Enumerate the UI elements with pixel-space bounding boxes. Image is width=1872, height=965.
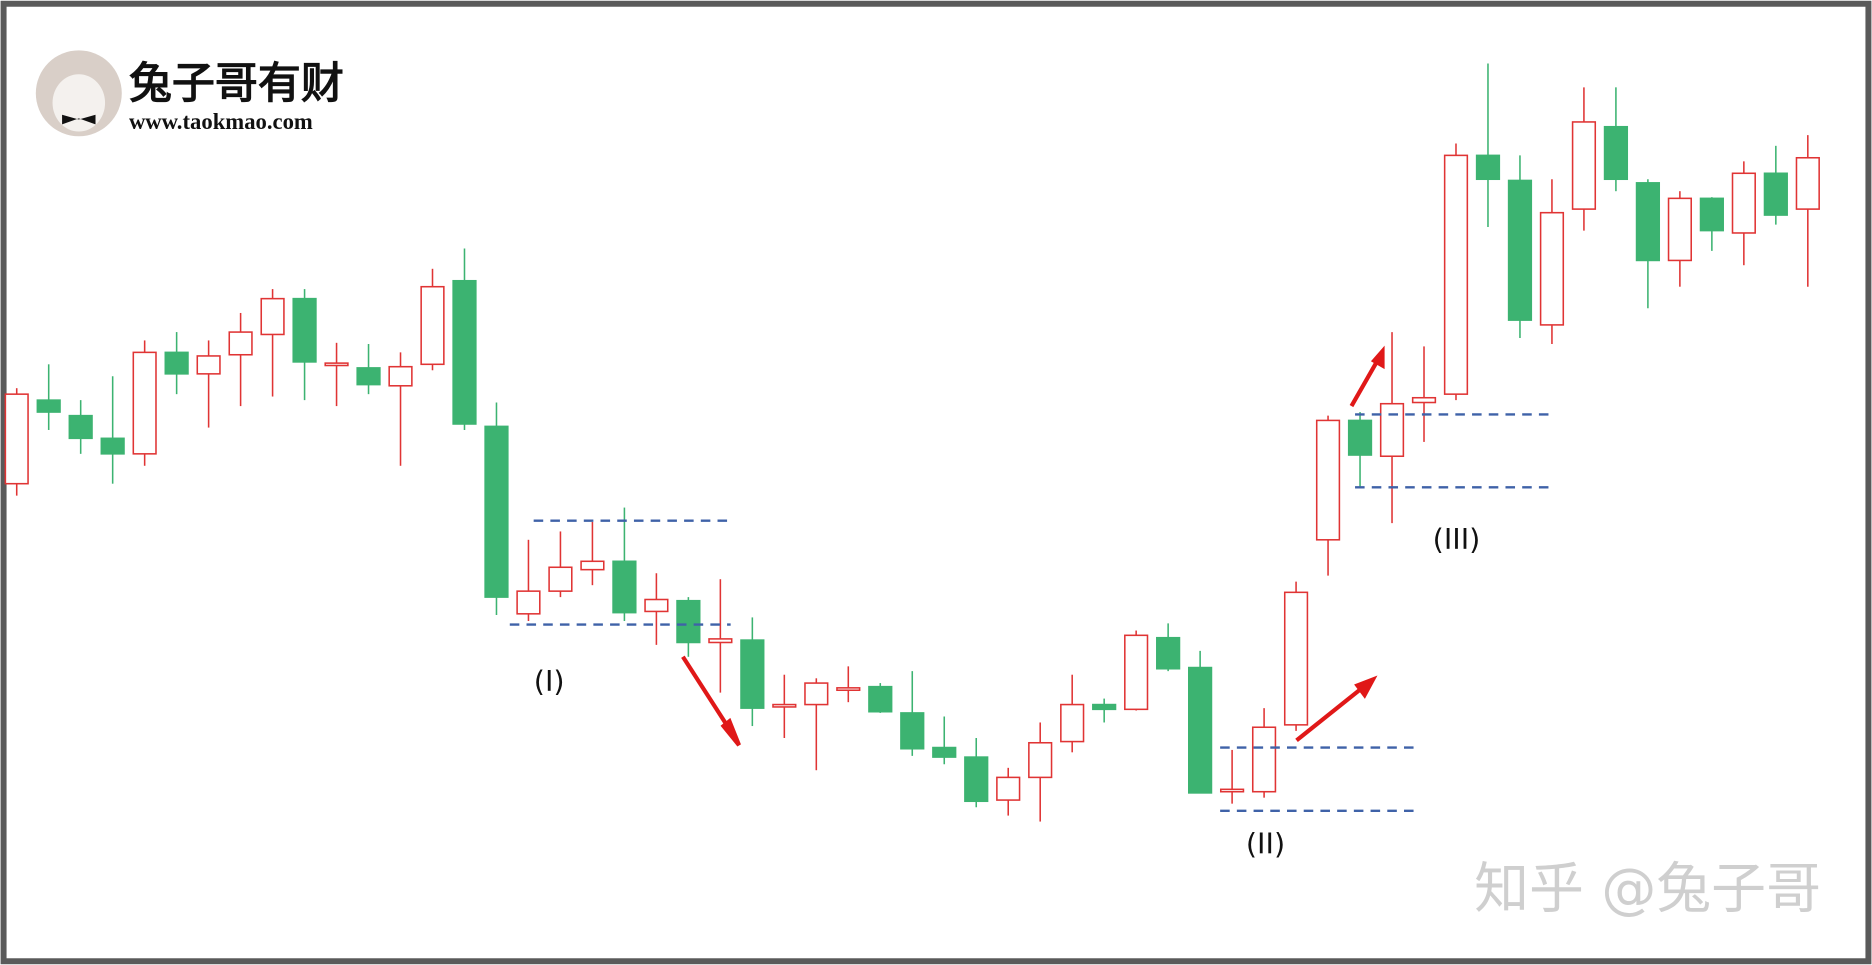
- level-label: (II): [1246, 826, 1285, 860]
- candle-body: [356, 367, 381, 386]
- arrow: [1295, 681, 1370, 743]
- candle-body: [68, 414, 93, 440]
- candle-body: [1028, 741, 1053, 779]
- arrowhead: [1354, 675, 1378, 699]
- candle-body: [1060, 703, 1085, 743]
- candle-body: [1283, 591, 1309, 726]
- level-label: (III): [1433, 522, 1481, 556]
- candle-body: [1539, 211, 1565, 326]
- candle-body: [868, 685, 893, 713]
- candle-body: [1571, 121, 1597, 210]
- candle-body: [1443, 154, 1469, 395]
- candle-body: [4, 393, 29, 485]
- candle-body: [932, 746, 957, 758]
- arrowhead: [720, 717, 741, 747]
- candle-body: [1219, 788, 1245, 793]
- candle-body: [1251, 726, 1277, 793]
- candle-body: [1347, 419, 1373, 456]
- candle-body: [804, 682, 829, 706]
- candle-body: [1092, 703, 1117, 711]
- candle-body: [420, 285, 445, 366]
- arrow: [1349, 354, 1382, 408]
- candle-body: [228, 331, 253, 356]
- candle-body: [1603, 125, 1629, 181]
- candle-body: [132, 351, 157, 455]
- logo-title: 兔子哥有财: [129, 59, 344, 109]
- candle-body: [484, 425, 509, 598]
- candle-body: [740, 639, 765, 709]
- candle-body: [452, 279, 477, 425]
- watermark: 知乎 @兔子哥: [1474, 857, 1821, 921]
- candle-body: [164, 351, 189, 375]
- candle-body: [260, 297, 285, 336]
- candle-body: [996, 776, 1021, 801]
- candle-body: [772, 703, 797, 708]
- candle-body: [1507, 179, 1533, 321]
- candle-body: [548, 566, 573, 592]
- candles: [4, 63, 1820, 822]
- candle-body: [1475, 154, 1501, 181]
- candle-body: [100, 437, 125, 455]
- candle-body: [1699, 197, 1724, 232]
- level-label: (I): [534, 664, 565, 698]
- candle-body: [516, 590, 541, 615]
- candle-body: [1667, 197, 1692, 262]
- candle-body: [36, 399, 61, 413]
- candle-body: [1635, 182, 1661, 262]
- candle-body: [612, 560, 637, 614]
- candle-body: [900, 712, 925, 750]
- arrowhead: [1370, 345, 1385, 370]
- logo: 兔子哥有财 www.taokmao.com: [35, 50, 344, 137]
- candle-body: [1315, 419, 1341, 541]
- candle-body: [1763, 172, 1788, 216]
- candle-body: [324, 362, 349, 367]
- candle-body: [1188, 666, 1213, 794]
- candle-body: [1795, 156, 1820, 210]
- candle-body: [580, 560, 605, 571]
- candle-body: [388, 365, 413, 387]
- arrows: [681, 345, 1385, 747]
- candle-body: [964, 756, 989, 803]
- candle-body: [676, 599, 701, 644]
- candle-body: [1379, 402, 1405, 458]
- candle-body: [1411, 396, 1437, 404]
- logo-rabbit: [52, 74, 106, 132]
- candle-body: [1156, 636, 1181, 670]
- candle-body: [1124, 634, 1149, 711]
- candle-body: [1731, 172, 1756, 234]
- candle-body: [644, 598, 669, 613]
- candle-body: [292, 297, 317, 363]
- candle-body: [836, 687, 861, 692]
- candle-body: [196, 355, 221, 375]
- candle-body: [708, 638, 733, 644]
- logo-url: www.taokmao.com: [129, 109, 313, 134]
- logo-bowtie: [62, 114, 96, 125]
